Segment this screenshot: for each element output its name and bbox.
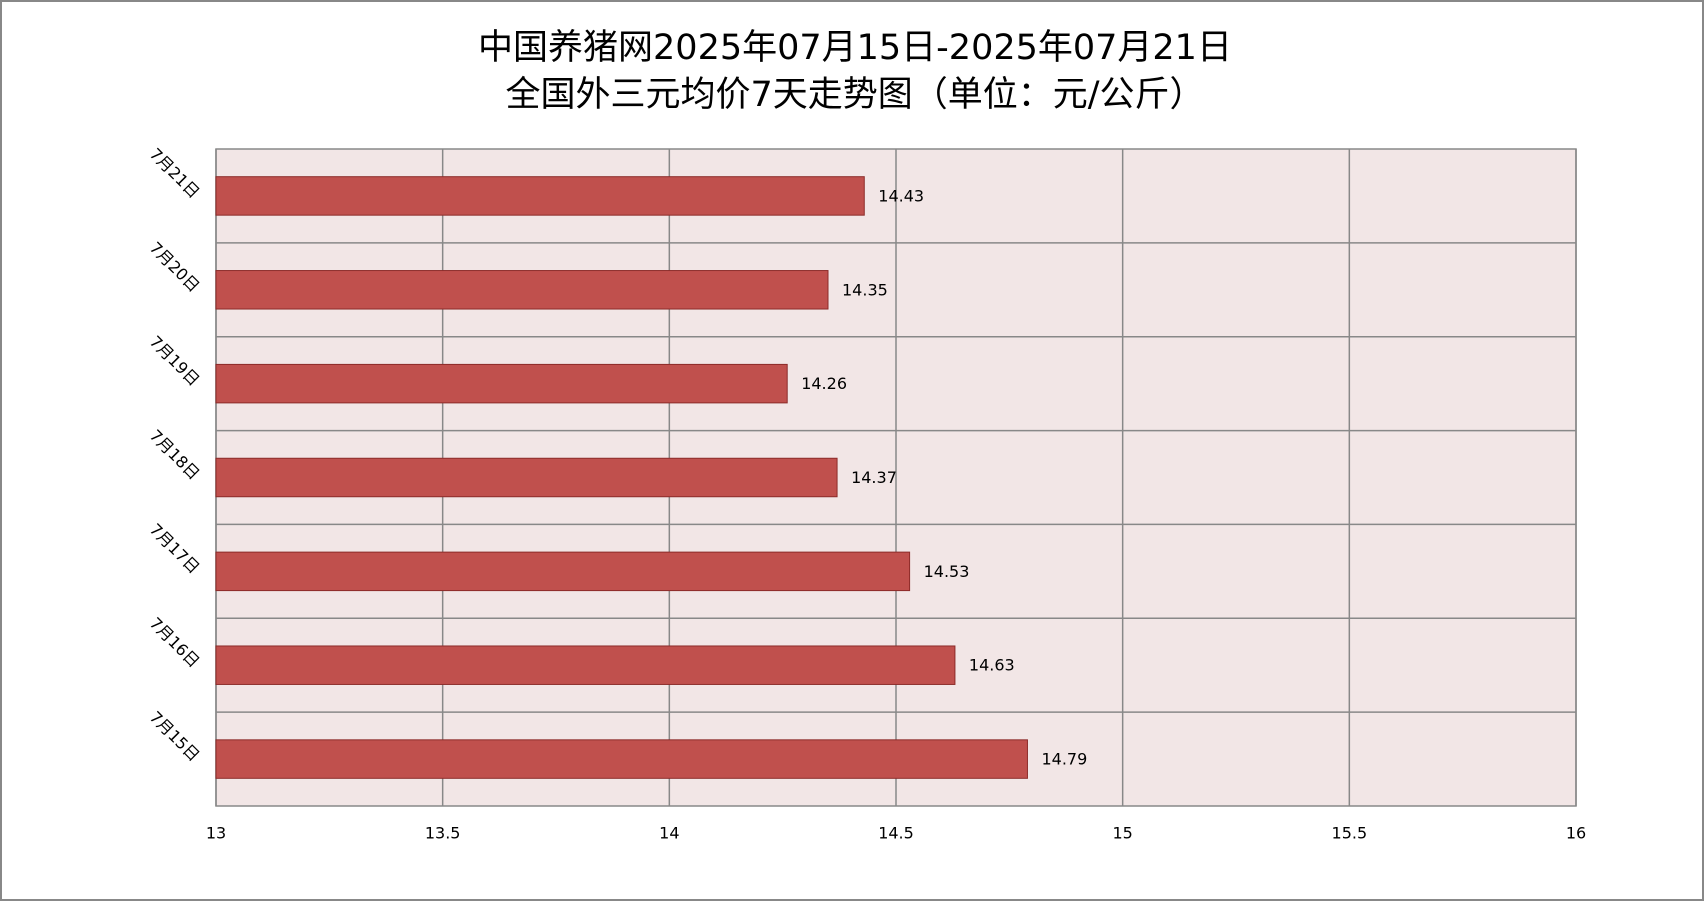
bar: [215, 739, 1028, 779]
value-label: 14.63: [969, 656, 1015, 675]
value-label: 14.79: [1041, 750, 1087, 769]
value-label: 14.35: [842, 280, 888, 299]
bar: [215, 645, 956, 685]
x-tick-label: 16: [1566, 824, 1586, 843]
bar: [215, 551, 911, 592]
x-tick-label: 13: [206, 824, 226, 843]
x-tick-label: 15.5: [1332, 824, 1368, 843]
chart-title: 中国养猪网2025年07月15日-2025年07月21日: [478, 28, 1232, 68]
bar: [215, 176, 865, 216]
value-label: 14.43: [878, 186, 924, 205]
chart-title: 全国外三元均价7天走势图（单位：元/公斤）: [505, 75, 1204, 115]
bar: [215, 457, 838, 498]
x-tick-label: 15: [1112, 824, 1132, 843]
value-label: 14.26: [801, 374, 847, 393]
x-tick-label: 14.5: [878, 824, 914, 843]
bar: [215, 270, 829, 310]
value-label: 14.53: [924, 562, 970, 581]
x-tick-label: 13.5: [425, 824, 461, 843]
x-tick-label: 14: [659, 824, 679, 843]
bar: [215, 363, 788, 404]
value-label: 14.37: [851, 468, 897, 487]
